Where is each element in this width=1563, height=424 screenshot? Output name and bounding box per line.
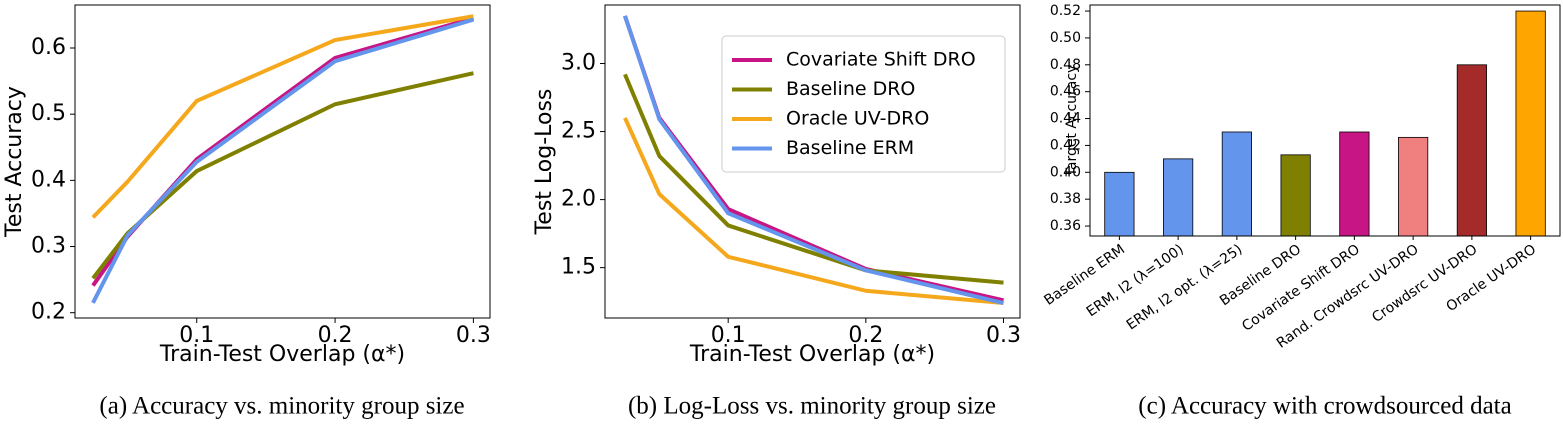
series-line (91, 17, 474, 304)
series-line (623, 117, 1004, 306)
y-tick-label: 0.52 (1050, 3, 1081, 19)
series-line (91, 14, 474, 219)
series-line (91, 71, 474, 280)
y-tick-label: 0.3 (31, 234, 66, 259)
y-tick-label: 0.48 (1050, 57, 1081, 73)
x-tick-label: 0.3 (986, 323, 1021, 348)
bar (1456, 64, 1487, 237)
series-line (91, 16, 474, 287)
y-tick-label: 0.42 (1050, 137, 1081, 153)
series-line (623, 73, 1004, 285)
y-tick-label: 3.0 (561, 51, 596, 76)
y-tick-label: 0.44 (1050, 111, 1081, 127)
plot-frame (74, 4, 491, 319)
bar (1339, 131, 1370, 237)
y-tick-label: 0.2 (31, 300, 66, 325)
legend-label: Baseline DRO (786, 78, 915, 100)
y-tick-label: 0.5 (31, 101, 66, 126)
x-tick-label: 0.3 (456, 323, 491, 348)
y-tick-label: 0.6 (31, 35, 66, 60)
caption: (b) Log-Loss vs. minority group size (628, 393, 996, 420)
series-line (623, 15, 1004, 305)
legend-label: Baseline ERM (786, 137, 914, 159)
x-tick-label: 0.2 (318, 323, 353, 348)
x-tick-label: 0.1 (711, 323, 746, 348)
y-axis-label: Test Log-Loss (532, 89, 557, 236)
y-tick-label: 1.5 (561, 255, 596, 280)
x-axis-label: Train-Test Overlap (α*) (159, 342, 405, 367)
y-tick-label: 0.50 (1050, 30, 1081, 46)
y-tick-label: 2.0 (561, 187, 596, 212)
legend-label: Covariate Shift DRO (786, 49, 976, 71)
bar (1280, 154, 1311, 237)
y-axis-label: Target Accuracy (1064, 65, 1080, 178)
y-tick-label: 0.46 (1050, 84, 1081, 100)
bar (1104, 171, 1135, 237)
x-tick-label: 0.2 (848, 323, 883, 348)
x-tick-label: 0.1 (179, 323, 214, 348)
caption: (c) Accuracy with crowdsourced data (1138, 393, 1511, 420)
bar (1163, 158, 1194, 237)
y-tick-label: 0.36 (1050, 218, 1081, 234)
plot-frame (604, 4, 1021, 319)
y-tick-label: 2.5 (561, 119, 596, 144)
y-tick-label: 0.40 (1050, 164, 1081, 180)
legend-label: Oracle UV-DRO (786, 108, 929, 130)
x-tick-label: ERM, l2 (λ=100) (1084, 241, 1187, 320)
caption: (a) Accuracy vs. minority group size (99, 393, 464, 420)
y-axis-label: Test Accuracy (2, 86, 27, 238)
bar (1515, 10, 1546, 237)
x-tick-label: Crowdsrc UV-DRO (1369, 241, 1480, 326)
plot-frame (1089, 4, 1561, 237)
legend: Covariate Shift DRO Baseline DRO Oracle UV… (721, 35, 1006, 173)
bar (1221, 131, 1252, 237)
y-tick-label: 0.38 (1050, 191, 1081, 207)
x-axis-label: Train-Test Overlap (α*) (689, 342, 935, 367)
y-tick-label: 0.4 (31, 167, 66, 192)
bar (1398, 136, 1429, 237)
legend-box (721, 35, 1006, 173)
